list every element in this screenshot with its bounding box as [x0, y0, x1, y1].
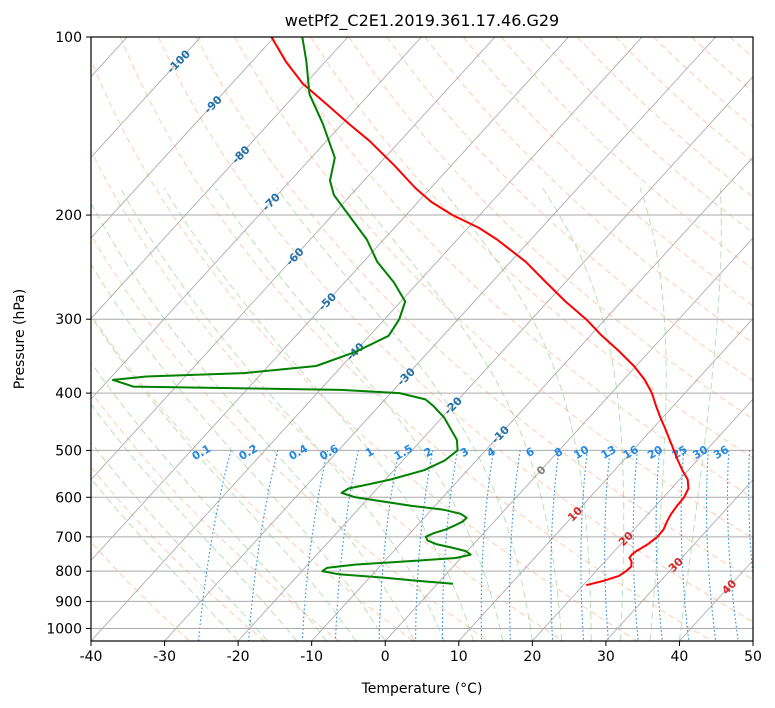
moist-adiabat: [91, 202, 416, 641]
mixing-ratio-line: [197, 450, 232, 641]
y-tick-label: 700: [55, 530, 82, 546]
isotherm: [91, 37, 569, 562]
y-tick-label: 300: [55, 312, 82, 328]
temperature-line: [270, 37, 690, 587]
x-tick-label: -30: [153, 649, 176, 665]
mixing-ratio-line: [580, 450, 589, 641]
x-tick-label: -40: [80, 649, 103, 665]
moist-adiabat: [276, 187, 533, 641]
moist-adiabat: [678, 187, 722, 641]
isotherms: [91, 37, 753, 641]
isotherm: [311, 156, 753, 641]
dry-adiabat: [310, 37, 753, 459]
y-tick-label: 100: [55, 30, 82, 46]
x-tick-label: 40: [671, 649, 689, 665]
mixing-ratio-line: [550, 450, 560, 641]
y-tick-label: 400: [55, 386, 82, 402]
moist-adiabat: [91, 361, 327, 641]
dry-adiabat: [91, 541, 191, 641]
moist-adiabat: [91, 403, 298, 641]
dry-adiabat: [462, 37, 753, 307]
y-tick-label: 900: [55, 594, 82, 610]
dewpoint-line: [111, 37, 472, 585]
mixing-ratio-line: [604, 450, 611, 641]
mixing-ratio-line: [441, 450, 458, 641]
isotherm: [91, 37, 275, 239]
mixing-ratio-line: [378, 450, 400, 641]
isotherm: [532, 398, 753, 641]
x-axis-ticks: -40 -30 -20 -10 0 10 20 30 40 50: [80, 641, 762, 665]
dry-adiabat: [272, 37, 753, 499]
dry-adiabat: [234, 37, 753, 539]
y-axis-label: Pressure (hPa): [12, 289, 28, 389]
profile-series: [111, 37, 690, 587]
x-tick-label: 0: [381, 649, 390, 665]
isotherm: [91, 37, 349, 320]
x-tick-label: 50: [744, 649, 762, 665]
plot-area: -100-90-80-70-60-50-40-30-20-10010203040…: [90, 36, 754, 642]
x-tick-label: -10: [300, 649, 323, 665]
isotherm: [91, 37, 496, 481]
moist-adiabat: [163, 187, 474, 641]
isotherm: [91, 37, 643, 641]
plot-frame: [90, 36, 754, 642]
isotherm: [237, 76, 753, 641]
dry-adiabat: [91, 233, 489, 641]
isotherm: [605, 479, 753, 641]
x-axis-label: Temperature (°C): [361, 681, 483, 697]
mixing-ratio-line: [415, 450, 434, 641]
mixing-ratio-line: [509, 450, 521, 641]
moist-adiabat: [639, 187, 667, 641]
dry-adiabat: [91, 58, 638, 641]
dry-adiabats: [91, 37, 753, 641]
x-tick-label: 20: [523, 649, 541, 665]
dry-adiabat: [424, 37, 753, 344]
y-tick-label: 500: [55, 443, 82, 459]
dry-adiabat: [157, 37, 753, 623]
mixing-ratio-line: [301, 450, 329, 641]
x-tick-label: 10: [450, 649, 468, 665]
moist-adiabat: [91, 315, 357, 641]
mixing-ratio-line: [680, 450, 690, 641]
mixing-ratio-line: [334, 450, 359, 641]
moist-adiabat: [351, 187, 563, 641]
mixing-ratio-line: [726, 450, 739, 641]
y-tick-label: 200: [55, 208, 82, 224]
y-tick-label: 1000: [46, 621, 82, 637]
mixing-ratio-lines: [197, 450, 753, 641]
y-tick-label: 800: [55, 564, 82, 580]
mixing-ratio-line: [748, 450, 753, 583]
mixing-ratio-line: [705, 450, 717, 641]
pressure-gridlines: [91, 37, 753, 629]
dry-adiabat: [91, 466, 265, 641]
moist-adiabat: [542, 187, 625, 641]
x-tick-label: 30: [597, 649, 615, 665]
dry-adiabat: [119, 37, 713, 641]
x-tick-label: -20: [227, 649, 250, 665]
mixing-ratio-line: [632, 450, 639, 641]
mixing-ratio-line: [655, 450, 663, 641]
y-tick-label: 600: [55, 490, 82, 506]
chart-title: wetPf2_C2E1.2019.361.17.46.G29: [285, 11, 559, 31]
moist-adiabat: [91, 263, 386, 641]
mixing-ratio-line: [480, 450, 495, 641]
isotherm: [384, 237, 753, 641]
isotherm: [458, 317, 753, 641]
isotherm: [164, 37, 716, 641]
y-axis-ticks: 100 200 300 400 500 600 700 800 900 1000: [46, 30, 91, 637]
isotherm: [91, 37, 422, 400]
isotherm: [91, 37, 202, 158]
mixing-ratio-line: [248, 450, 279, 641]
